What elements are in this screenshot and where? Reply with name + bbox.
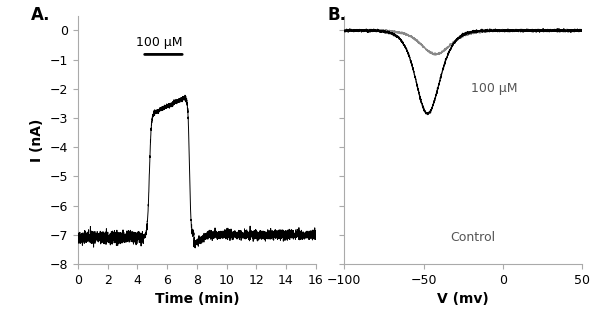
Text: Control: Control [451, 231, 496, 244]
Text: A.: A. [31, 6, 50, 24]
Text: 100 μM: 100 μM [471, 82, 518, 95]
Text: 100 μM: 100 μM [136, 37, 183, 50]
X-axis label: Time (min): Time (min) [155, 292, 239, 306]
Text: B.: B. [328, 6, 347, 24]
X-axis label: V (mv): V (mv) [437, 292, 489, 306]
Y-axis label: I (nA): I (nA) [30, 118, 44, 162]
